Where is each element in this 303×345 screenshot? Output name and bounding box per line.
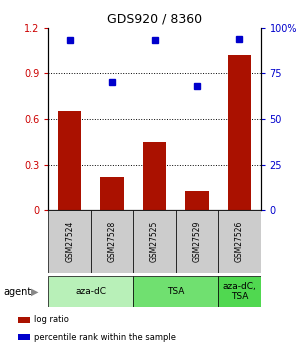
Bar [218,276,261,307]
Text: aza-dC,
TSA: aza-dC, TSA [222,282,256,301]
Bar [48,276,133,307]
Text: GSM27529: GSM27529 [192,221,201,262]
Text: GSM27528: GSM27528 [108,221,117,262]
Text: GSM27525: GSM27525 [150,221,159,262]
Text: ▶: ▶ [31,287,38,296]
Bar [18,334,30,340]
Bar [218,210,261,273]
Bar [133,276,218,307]
Text: agent: agent [3,287,31,296]
Text: log ratio: log ratio [35,315,69,325]
Bar [48,210,91,273]
Text: aza-dC: aza-dC [75,287,106,296]
Title: GDS920 / 8360: GDS920 / 8360 [107,12,202,25]
Text: percentile rank within the sample: percentile rank within the sample [35,333,176,342]
Bar [176,210,218,273]
Bar [143,142,166,210]
Text: TSA: TSA [167,287,185,296]
Bar [185,191,208,210]
Bar [18,317,30,323]
Bar [100,177,124,210]
Text: GSM27524: GSM27524 [65,221,74,262]
Bar [228,55,251,210]
Bar [58,111,81,210]
Bar [91,210,133,273]
Text: GSM27526: GSM27526 [235,221,244,262]
Bar [133,210,176,273]
